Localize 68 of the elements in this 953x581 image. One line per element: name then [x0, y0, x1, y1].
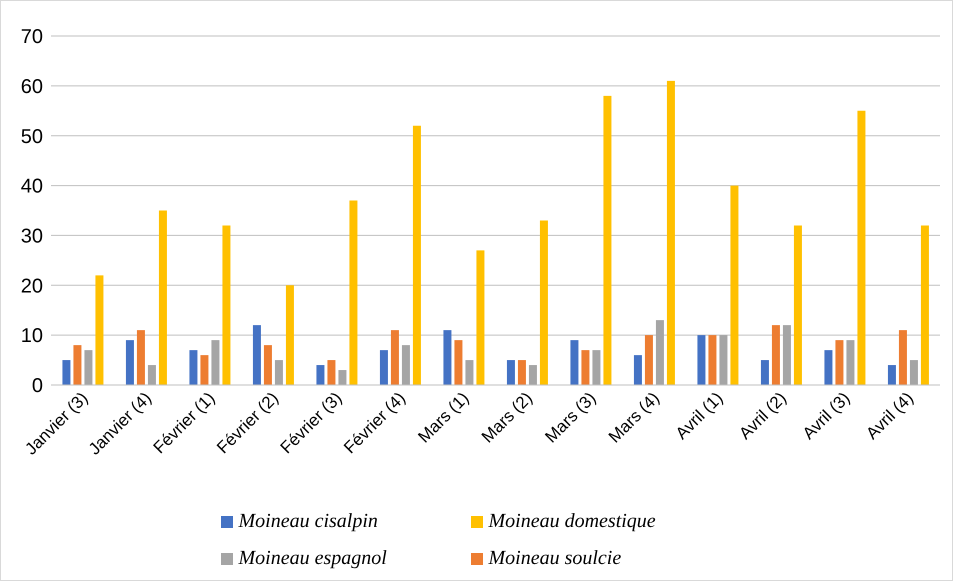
bar — [84, 350, 92, 385]
bar — [846, 340, 854, 385]
bar — [200, 355, 208, 385]
y-tick-label: 60 — [20, 76, 43, 98]
bar — [189, 350, 198, 385]
bar — [603, 96, 612, 385]
y-tick-label: 10 — [20, 325, 43, 348]
bar — [211, 340, 220, 385]
bar — [782, 325, 791, 385]
bar — [443, 330, 452, 385]
bar — [857, 110, 866, 385]
bar — [148, 365, 156, 385]
bar — [835, 340, 844, 385]
bar — [898, 330, 907, 385]
bar — [824, 350, 832, 385]
bar — [592, 350, 600, 385]
legend-label: Moineau domestique — [488, 510, 656, 533]
bar — [95, 275, 104, 385]
y-tick-label: 50 — [20, 126, 43, 148]
bar — [581, 350, 590, 385]
bar — [222, 225, 230, 385]
y-tick-label: 0 — [32, 375, 43, 398]
bar — [506, 360, 515, 385]
bar — [252, 325, 261, 385]
bar — [380, 350, 388, 385]
bar — [402, 345, 410, 385]
bar — [528, 365, 537, 385]
y-tick-label: 40 — [20, 176, 43, 198]
legend-label: Moineau espagnol — [238, 547, 387, 570]
bar — [708, 335, 716, 385]
bar — [888, 365, 896, 385]
bar — [454, 340, 462, 385]
bar — [73, 345, 82, 385]
y-tick-label: 20 — [20, 275, 43, 298]
bar — [327, 360, 336, 385]
bar — [62, 360, 70, 385]
bar — [540, 220, 548, 385]
bar — [286, 285, 294, 385]
bar — [634, 355, 642, 385]
legend-label: Moineau soulcie — [488, 547, 622, 570]
bar — [338, 370, 346, 385]
bar — [719, 335, 728, 385]
bar — [390, 330, 399, 385]
bar — [349, 200, 358, 385]
bar — [772, 325, 780, 385]
bar — [316, 365, 324, 385]
bar — [570, 340, 578, 385]
bar — [730, 186, 738, 385]
y-tick-label: 70 — [20, 26, 43, 48]
bar — [518, 360, 526, 385]
bar — [644, 335, 653, 385]
y-tick-label: 30 — [20, 226, 43, 248]
bar — [656, 320, 664, 385]
bar — [920, 225, 929, 385]
bar — [412, 126, 421, 385]
bar — [476, 250, 484, 385]
bar — [264, 345, 272, 385]
bar — [274, 360, 283, 385]
bar — [136, 330, 145, 385]
bar — [697, 335, 706, 385]
bar — [910, 360, 918, 385]
bar — [465, 360, 474, 385]
bar — [126, 340, 134, 385]
legend-label: Moineau cisalpin — [238, 510, 378, 533]
bar — [158, 210, 167, 385]
bar — [794, 225, 802, 385]
bar — [666, 80, 675, 385]
bar — [760, 360, 769, 385]
